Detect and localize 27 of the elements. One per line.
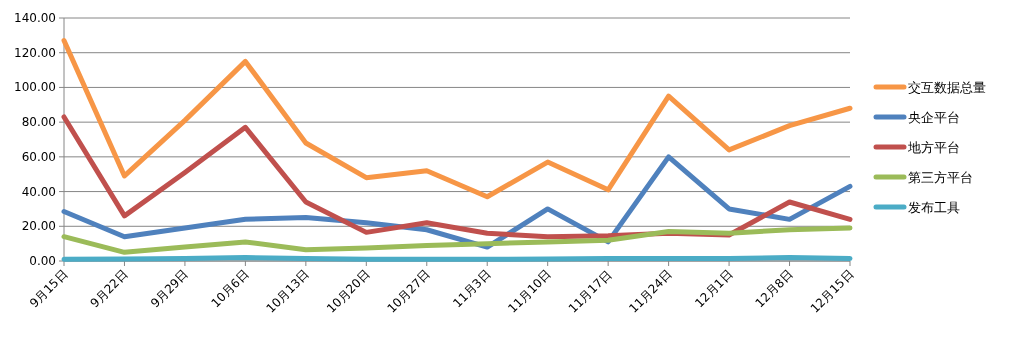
- legend-label: 交互数据总量: [908, 80, 986, 95]
- x-tick-label: 9月29日: [147, 267, 192, 311]
- x-tick-label: 10月6日: [208, 267, 252, 311]
- y-tick-label: 20.00: [21, 219, 56, 234]
- y-tick-label: 120.00: [14, 45, 56, 60]
- x-tick-label: 11月10日: [505, 267, 554, 316]
- x-tick-label: 9月22日: [87, 267, 131, 311]
- x-tick-label: 9月15日: [27, 267, 71, 311]
- x-tick-label: 12月8日: [752, 267, 796, 311]
- x-tick-label: 10月27日: [384, 267, 433, 316]
- legend-label: 第三方平台: [908, 170, 973, 185]
- legend-label: 央企平台: [908, 110, 960, 125]
- legend-label: 地方平台: [907, 140, 960, 155]
- x-tick-label: 11月17日: [565, 267, 615, 316]
- y-tick-label: 40.00: [21, 184, 56, 199]
- y-tick-label: 100.00: [14, 80, 56, 95]
- x-tick-label: 11月24日: [626, 267, 675, 316]
- x-tick-label: 12月15日: [807, 267, 857, 316]
- x-tick-label: 11月3日: [450, 267, 494, 311]
- y-tick-label: 60.00: [21, 149, 56, 164]
- y-tick-label: 0.00: [29, 254, 56, 268]
- x-tick-label: 12月1日: [692, 267, 736, 311]
- legend-label: 发布工具: [908, 200, 960, 215]
- y-tick-label: 140.00: [14, 11, 56, 25]
- y-tick-label: 80.00: [21, 115, 56, 130]
- x-tick-label: 10月13日: [263, 267, 312, 316]
- x-tick-label: 10月20日: [323, 267, 373, 316]
